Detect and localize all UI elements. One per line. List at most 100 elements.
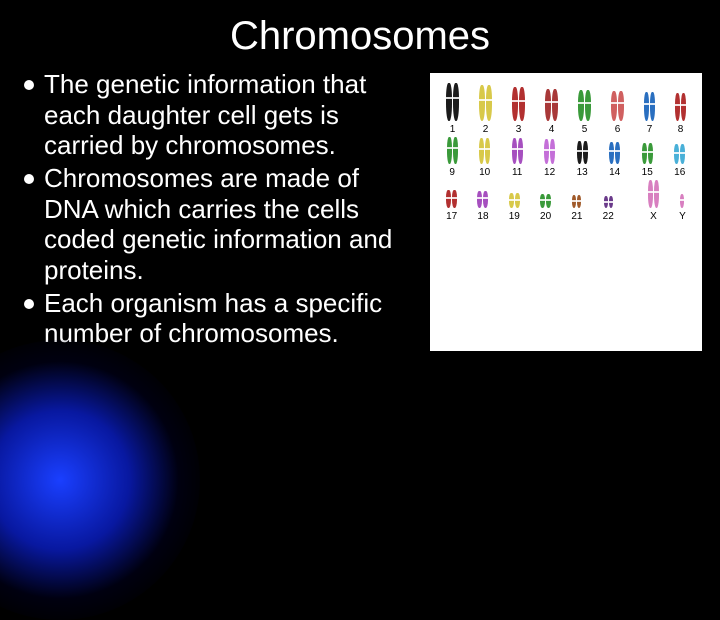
chromosome-label: 6 — [615, 124, 621, 135]
chromosome-icon — [615, 142, 620, 164]
chromosome-icon — [604, 196, 608, 208]
chromosome-pair: 7 — [644, 92, 655, 135]
chromosome-label: 18 — [477, 211, 488, 222]
chromosome-label: 19 — [509, 211, 520, 222]
bullet-icon — [24, 80, 34, 90]
chromosome-icon — [546, 194, 551, 208]
chromosome-icon — [479, 85, 485, 121]
chromosome-label: 12 — [544, 167, 555, 178]
chromosome-icon — [609, 142, 614, 164]
chromosome-icon — [681, 93, 686, 121]
chromosome-label: 20 — [540, 211, 551, 222]
chromosome-label: 22 — [603, 211, 614, 222]
chromosome-icon — [515, 193, 520, 208]
chromosome-label: 7 — [647, 124, 653, 135]
chromosome-pair: 21 — [571, 195, 582, 222]
chromosome-icon — [618, 91, 624, 121]
bullet-icon — [24, 299, 34, 309]
chromosome-icon — [485, 138, 490, 164]
chromosome-label: 13 — [577, 167, 588, 178]
bullet-text: Chromosomes are made of DNA which carrie… — [44, 163, 416, 286]
chromosome-icon — [519, 87, 525, 121]
chromosome-pair: 8 — [675, 93, 686, 135]
chromosome-icon — [453, 83, 459, 121]
chromosome-icon — [583, 141, 588, 164]
chromosome-icon — [453, 137, 458, 164]
chromosome-icon — [585, 90, 591, 121]
chromosome-label: 14 — [609, 167, 620, 178]
chromosome-icon — [550, 139, 555, 164]
karyotype-row: 1 2 3 4 5 6 7 8 — [436, 83, 696, 135]
chromosome-label: 3 — [516, 124, 522, 135]
chromosome-label: 21 — [571, 211, 582, 222]
chromosome-icon — [680, 194, 684, 208]
list-item: The genetic information that each daught… — [24, 69, 416, 161]
chromosome-label: 16 — [674, 167, 685, 178]
chromosome-pair: 4 — [545, 89, 558, 135]
chromosome-label: 17 — [446, 211, 457, 222]
bullet-list: The genetic information that each daught… — [24, 69, 416, 351]
chromosome-label: Y — [679, 211, 686, 222]
chromosome-icon — [552, 89, 558, 121]
chromosome-icon — [680, 144, 685, 164]
chromosome-label: 8 — [678, 124, 684, 135]
chromosome-icon — [479, 138, 484, 164]
karyotype-diagram: 12345678910111213141516171819202122XY — [430, 73, 702, 351]
chromosome-icon — [644, 92, 649, 121]
chromosome-label: 15 — [642, 167, 653, 178]
chromosome-icon — [447, 137, 452, 164]
list-item: Each organism has a specific number of c… — [24, 288, 416, 349]
chromosome-pair: Y — [679, 194, 686, 222]
chromosome-pair: 6 — [611, 91, 624, 135]
chromosome-pair: 11 — [512, 138, 523, 178]
chromosome-icon — [611, 91, 617, 121]
chromosome-pair: 15 — [642, 143, 653, 178]
chromosome-icon — [518, 138, 523, 164]
chromosome-label: 5 — [582, 124, 588, 135]
chromosome-label: X — [650, 211, 657, 222]
content-area: The genetic information that each daught… — [0, 69, 720, 351]
chromosome-pair: 9 — [447, 137, 458, 178]
chromosome-pair: 22 — [603, 196, 614, 222]
chromosome-label: 1 — [450, 124, 456, 135]
chromosome-icon — [674, 144, 679, 164]
bullet-text: The genetic information that each daught… — [44, 69, 416, 161]
chromosome-icon — [512, 138, 517, 164]
chromosome-pair: X — [648, 180, 659, 222]
chromosome-pair: 18 — [477, 191, 488, 222]
chromosome-icon — [483, 191, 488, 208]
chromosome-pair: 14 — [609, 142, 620, 178]
chromosome-icon — [609, 196, 613, 208]
bullet-icon — [24, 174, 34, 184]
chromosome-label: 11 — [512, 167, 522, 178]
chromosome-icon — [642, 143, 647, 164]
chromosome-icon — [446, 83, 452, 121]
chromosome-label: 10 — [479, 167, 490, 178]
chromosome-icon — [486, 85, 492, 121]
chromosome-pair: 1 — [446, 83, 459, 135]
bullet-text: Each organism has a specific number of c… — [44, 288, 416, 349]
chromosome-label: 2 — [483, 124, 489, 135]
chromosome-icon — [578, 90, 584, 121]
chromosome-icon — [477, 191, 482, 208]
chromosome-icon — [509, 193, 514, 208]
chromosome-pair: 17 — [446, 190, 457, 222]
chromosome-pair: 12 — [544, 139, 555, 178]
chromosome-pair: 10 — [479, 138, 490, 178]
chromosome-pair: 19 — [509, 193, 520, 222]
chromosome-label: 9 — [449, 167, 455, 178]
chromosome-pair: 16 — [674, 144, 685, 178]
chromosome-icon — [446, 190, 451, 208]
chromosome-pair: 2 — [479, 85, 492, 135]
chromosome-icon — [540, 194, 545, 208]
karyotype-row: 17 18 19 20 21 22 X Y — [436, 180, 696, 222]
slide-title: Chromosomes — [0, 0, 720, 69]
chromosome-label: 4 — [549, 124, 555, 135]
chromosome-pair: 5 — [578, 90, 591, 135]
chromosome-icon — [654, 180, 659, 208]
chromosome-icon — [545, 89, 551, 121]
corner-glow — [0, 340, 200, 620]
karyotype-row: 9 10 11 12 13 14 15 16 — [436, 137, 696, 178]
chromosome-pair: 20 — [540, 194, 551, 222]
chromosome-icon — [452, 190, 457, 208]
